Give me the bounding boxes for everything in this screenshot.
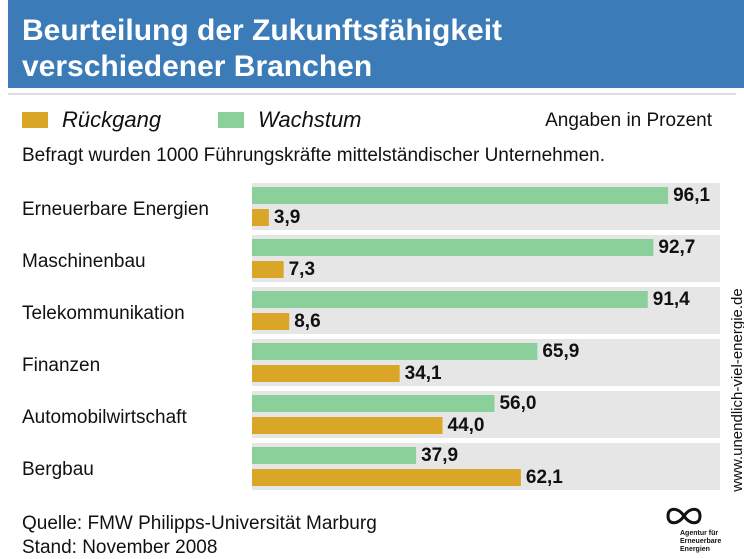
subtitle: Befragt wurden 1000 Führungskräfte mitte… (22, 145, 605, 166)
value-label: 65,9 (542, 341, 579, 362)
logo (666, 507, 702, 525)
logo-text: Erneuerbare (680, 538, 721, 545)
logo-icon (666, 507, 702, 525)
legend-swatch (218, 112, 244, 128)
value-label: 34,1 (405, 363, 442, 384)
value-label: 91,4 (653, 289, 690, 310)
logo-text: Energien (680, 546, 710, 553)
bar (252, 239, 654, 256)
value-label: 7,3 (289, 259, 315, 280)
bar (252, 313, 290, 330)
bar (252, 395, 495, 412)
value-label: 8,6 (294, 311, 320, 332)
bar (252, 187, 669, 204)
category-label: Erneuerbare Energien (22, 199, 209, 220)
bar (252, 209, 269, 226)
legend-label: Rückgang (62, 107, 162, 132)
bar (252, 417, 443, 434)
category-label: Automobilwirtschaft (22, 407, 187, 428)
watermark: www.unendlich-viel-energie.de (729, 288, 744, 492)
value-label: 62,1 (526, 467, 563, 488)
bar (252, 261, 284, 278)
bar (252, 291, 648, 308)
category-label: Bergbau (22, 459, 94, 480)
legend-swatch (22, 112, 48, 128)
value-label: 56,0 (499, 393, 536, 414)
value-label: 44,0 (448, 415, 485, 436)
value-label: 92,7 (658, 237, 695, 258)
bar (252, 365, 400, 382)
value-label: 3,9 (274, 207, 300, 228)
category-label: Maschinenbau (22, 251, 146, 272)
source: Stand: November 2008 (22, 537, 217, 558)
value-label: 96,1 (673, 185, 710, 206)
bar (252, 469, 521, 486)
logo-text: Agentur für (680, 530, 718, 537)
chart-title: Beurteilung der Zukunftsfähigkeit (22, 14, 502, 47)
value-label: 37,9 (421, 445, 458, 466)
chart-title: verschiedener Branchen (22, 50, 372, 83)
category-label: Telekommunikation (22, 303, 185, 324)
bar (252, 447, 417, 464)
unit-note: Angaben in Prozent (545, 110, 713, 131)
legend-label: Wachstum (258, 107, 362, 132)
category-label: Finanzen (22, 355, 100, 376)
bar (252, 343, 538, 360)
title-band (8, 0, 744, 88)
source: Quelle: FMW Philipps-Universität Marburg (22, 513, 377, 534)
